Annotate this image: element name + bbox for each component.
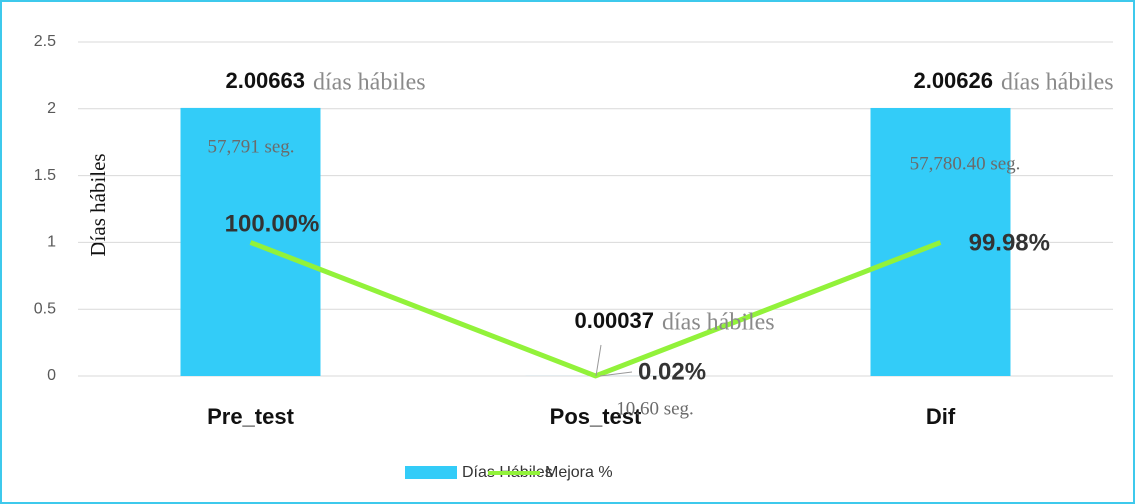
unit-label: días hábiles [1001, 70, 1114, 96]
leader-line [595, 344, 602, 377]
x-tick-label: Dif [926, 404, 956, 429]
bar [180, 107, 321, 376]
y-tick-label: 1.5 [34, 167, 56, 184]
leader-line [599, 371, 633, 377]
bar [870, 107, 1011, 377]
y-tick-label: 2.5 [34, 33, 56, 50]
y-tick-label: 0.5 [34, 300, 56, 317]
y-axis-label: Días hábiles [86, 153, 110, 256]
y-tick-label: 1 [47, 234, 56, 251]
bar-value-label: 0.00037 [574, 308, 654, 333]
line-value-label: 0.02% [638, 358, 706, 385]
seconds-label: 57,791 seg. [207, 136, 294, 157]
line-value-label: 99.98% [969, 229, 1050, 256]
seconds-label: 57,780.40 seg. [910, 153, 1021, 174]
y-tick-label: 0 [47, 367, 56, 384]
unit-label: días hábiles [662, 310, 775, 336]
bar-value-label: 2.00626 [913, 68, 993, 93]
line [249, 240, 942, 379]
line-value-label: 100.00% [225, 210, 320, 237]
legend-label: Mejora % [545, 464, 613, 481]
bar-value-label: 2.00663 [225, 68, 305, 93]
x-tick-label: Pre_test [207, 404, 295, 429]
y-tick-label: 2 [47, 100, 56, 117]
x-tick-label: Pos_test [550, 404, 642, 429]
unit-label: días hábiles [313, 70, 426, 96]
legend-swatch [405, 466, 457, 479]
seconds-label: 10.60 seg. [616, 398, 694, 419]
